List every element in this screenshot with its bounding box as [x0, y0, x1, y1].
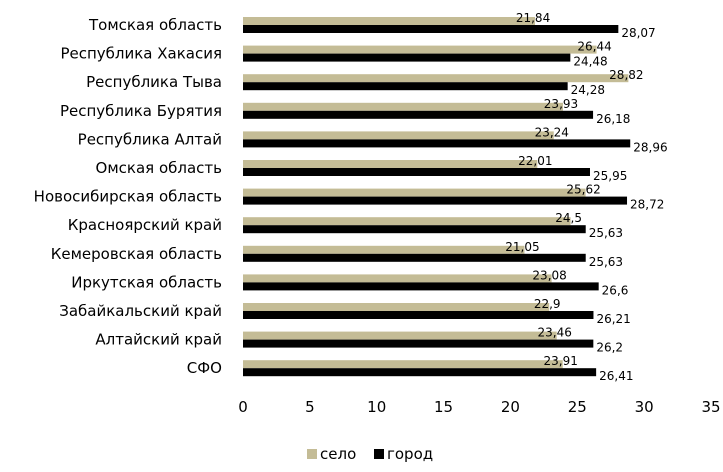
- x-tick-label: 15: [434, 398, 453, 416]
- bar-gorod: [243, 110, 594, 119]
- data-label-gorod: 26,18: [596, 112, 630, 126]
- x-tick-label: 25: [568, 398, 587, 416]
- bar-selo: [243, 17, 536, 25]
- data-label-selo: 23,93: [544, 97, 578, 111]
- data-label-selo: 21,84: [516, 11, 550, 25]
- data-label-gorod: 24,28: [571, 83, 605, 97]
- data-label-gorod: 25,63: [589, 226, 623, 240]
- data-label-selo: 23,24: [535, 125, 569, 139]
- data-label-gorod: 28,07: [621, 26, 655, 40]
- x-tick-label: 10: [367, 398, 386, 416]
- bar-selo: [243, 274, 552, 283]
- category-label: Новосибирская область: [34, 188, 222, 206]
- bar-gorod: [243, 168, 590, 176]
- category-label: Республика Хакасия: [60, 45, 222, 63]
- bar-gorod: [243, 139, 631, 148]
- bar-selo: [243, 217, 571, 226]
- bar-selo: [243, 74, 629, 83]
- bar-selo: [243, 245, 525, 254]
- legend-label-gorod: город: [387, 445, 433, 463]
- category-label: Иркутская область: [71, 273, 222, 291]
- data-label-gorod: 28,72: [630, 198, 664, 212]
- data-label-selo: 23,08: [532, 268, 566, 282]
- data-label-gorod: 28,96: [633, 140, 667, 154]
- data-label-gorod: 24,48: [573, 55, 607, 69]
- bar-gorod: [243, 339, 594, 348]
- data-label-selo: 26,44: [577, 40, 611, 54]
- bar-selo: [243, 160, 538, 168]
- data-label-selo: 23,46: [538, 326, 572, 340]
- data-label-selo: 25,62: [566, 183, 600, 197]
- data-label-gorod: 26,6: [602, 283, 629, 297]
- bar-gorod: [243, 368, 597, 377]
- category-label: Республика Алтай: [78, 130, 222, 148]
- bar-gorod: [243, 253, 586, 262]
- bar-selo: [243, 360, 563, 369]
- x-tick-label: 20: [501, 398, 520, 416]
- bar-selo: [243, 303, 550, 311]
- data-label-selo: 22,9: [534, 297, 561, 311]
- data-label-gorod: 26,21: [596, 312, 630, 326]
- data-label-selo: 23,91: [544, 354, 578, 368]
- data-label-selo: 28,82: [609, 68, 643, 82]
- bar-gorod: [243, 311, 594, 319]
- category-label: СФО: [187, 359, 222, 377]
- bar-selo: [243, 131, 554, 140]
- data-label-gorod: 26,2: [596, 341, 623, 355]
- category-label: Забайкальский край: [59, 302, 222, 320]
- bar-gorod: [243, 196, 628, 205]
- bar-selo: [243, 45, 597, 54]
- bar-gorod: [243, 82, 568, 91]
- category-label: Омская область: [96, 159, 222, 177]
- data-label-gorod: 26,41: [599, 369, 633, 383]
- data-label-gorod: 25,95: [593, 169, 627, 183]
- x-tick-label: 5: [305, 398, 315, 416]
- data-label-selo: 24,5: [555, 211, 582, 225]
- category-label: Красноярский край: [68, 216, 222, 234]
- data-label-selo: 21,05: [505, 240, 539, 254]
- bar-selo: [243, 102, 563, 111]
- bar-gorod: [243, 282, 599, 291]
- legend-swatch-selo: [307, 449, 317, 459]
- bar-selo: [243, 188, 586, 197]
- legend-swatch-gorod: [374, 449, 384, 459]
- category-label: Томская область: [88, 16, 222, 34]
- legend-label-selo: село: [320, 445, 356, 463]
- bar-gorod: [243, 25, 619, 33]
- category-label: Республика Бурятия: [60, 102, 222, 120]
- data-label-selo: 22,01: [518, 154, 552, 168]
- data-label-gorod: 25,63: [589, 255, 623, 269]
- x-tick-label: 35: [701, 398, 720, 416]
- x-tick-label: 0: [238, 398, 248, 416]
- category-label: Кемеровская область: [51, 245, 222, 263]
- bar-gorod: [243, 53, 571, 62]
- x-tick-label: 30: [635, 398, 654, 416]
- bar-gorod: [243, 225, 586, 234]
- bar-selo: [243, 331, 557, 340]
- category-label: Алтайский край: [95, 331, 222, 349]
- category-label: Республика Тыва: [86, 73, 222, 91]
